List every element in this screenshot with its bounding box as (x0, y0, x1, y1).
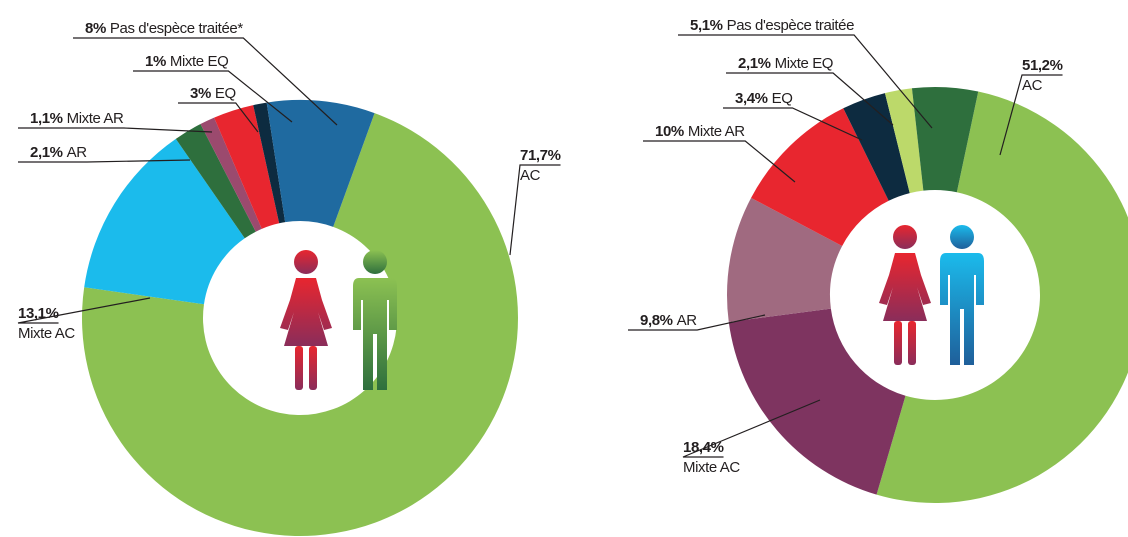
slice-label: 51,2% AC (1022, 57, 1063, 94)
slice-label: 9,8% AR (640, 312, 697, 329)
leader-line (18, 159, 191, 163)
value-label: 5,1% (690, 17, 723, 34)
leader-line (73, 37, 338, 126)
leader-line (18, 127, 213, 133)
category-label: Mixte EQ (170, 53, 228, 70)
slice-label: 3% EQ (190, 85, 236, 102)
woman-icon (879, 225, 931, 365)
slice (876, 91, 1128, 503)
slice (253, 102, 286, 224)
leader-line (682, 399, 821, 458)
value-label: 3% (190, 85, 211, 102)
slice (81, 113, 518, 537)
leader-line (643, 140, 796, 183)
value-label: 2,1% (30, 144, 63, 161)
slice-label: 8% Pas d'espèce traitée* (85, 20, 243, 37)
category-label: Mixte AC (683, 459, 740, 476)
category-label: Mixte AR (67, 110, 124, 127)
slice-label: 2,1% AR (30, 144, 87, 161)
slice-label: 1,1% Mixte AR (30, 110, 124, 127)
value-label: 10% (655, 123, 684, 140)
slice (727, 197, 843, 322)
category-label: Pas d'espèce traitée* (110, 20, 243, 37)
slice (911, 86, 979, 193)
slice-label: 2,1% Mixte EQ (738, 55, 833, 72)
leader-line (999, 74, 1063, 156)
value-label: 18,4% (683, 439, 724, 456)
category-label: AR (67, 144, 88, 161)
category-label: Pas d'espèce traitée (727, 17, 855, 34)
leader-line (133, 70, 293, 123)
leader-line (678, 34, 933, 129)
leader-line (723, 107, 863, 141)
category-label: Mixte AC (18, 325, 75, 342)
slice-label: 5,1% Pas d'espèce traitée (690, 17, 854, 34)
slice (266, 100, 375, 227)
slice (175, 124, 256, 239)
category-label: EQ (215, 85, 236, 102)
slice (84, 138, 245, 305)
value-label: 2,1% (738, 55, 771, 72)
value-label: 8% (85, 20, 106, 37)
category-label: EQ (772, 90, 793, 107)
woman-icon (280, 250, 332, 390)
man-icon (940, 225, 984, 365)
leader-line (726, 72, 894, 126)
slice-label: 1% Mixte EQ (145, 53, 228, 70)
value-label: 9,8% (640, 312, 673, 329)
slice-label: 3,4% EQ (735, 90, 792, 107)
category-label: AC (520, 167, 541, 184)
category-label: AC (1022, 77, 1043, 94)
value-label: 3,4% (735, 90, 768, 107)
slice (214, 105, 280, 229)
slice-label: 71,7% AC (520, 147, 561, 184)
leader-line (17, 297, 151, 324)
value-label: 51,2% (1022, 57, 1063, 74)
leader-line (509, 164, 561, 256)
category-label: Mixte AR (688, 123, 745, 140)
slice (751, 108, 889, 246)
category-label: AR (677, 312, 698, 329)
value-label: 71,7% (520, 147, 561, 164)
category-label: Mixte EQ (775, 55, 833, 72)
slice (884, 88, 924, 194)
slice-label: 18,4% Mixte AC (683, 439, 740, 476)
leader-line (178, 102, 259, 133)
slice-label: 10% Mixte AR (655, 123, 745, 140)
slice (200, 117, 262, 232)
slice (843, 93, 910, 201)
leader-line (628, 314, 766, 331)
value-label: 1% (145, 53, 166, 70)
value-label: 1,1% (30, 110, 63, 127)
